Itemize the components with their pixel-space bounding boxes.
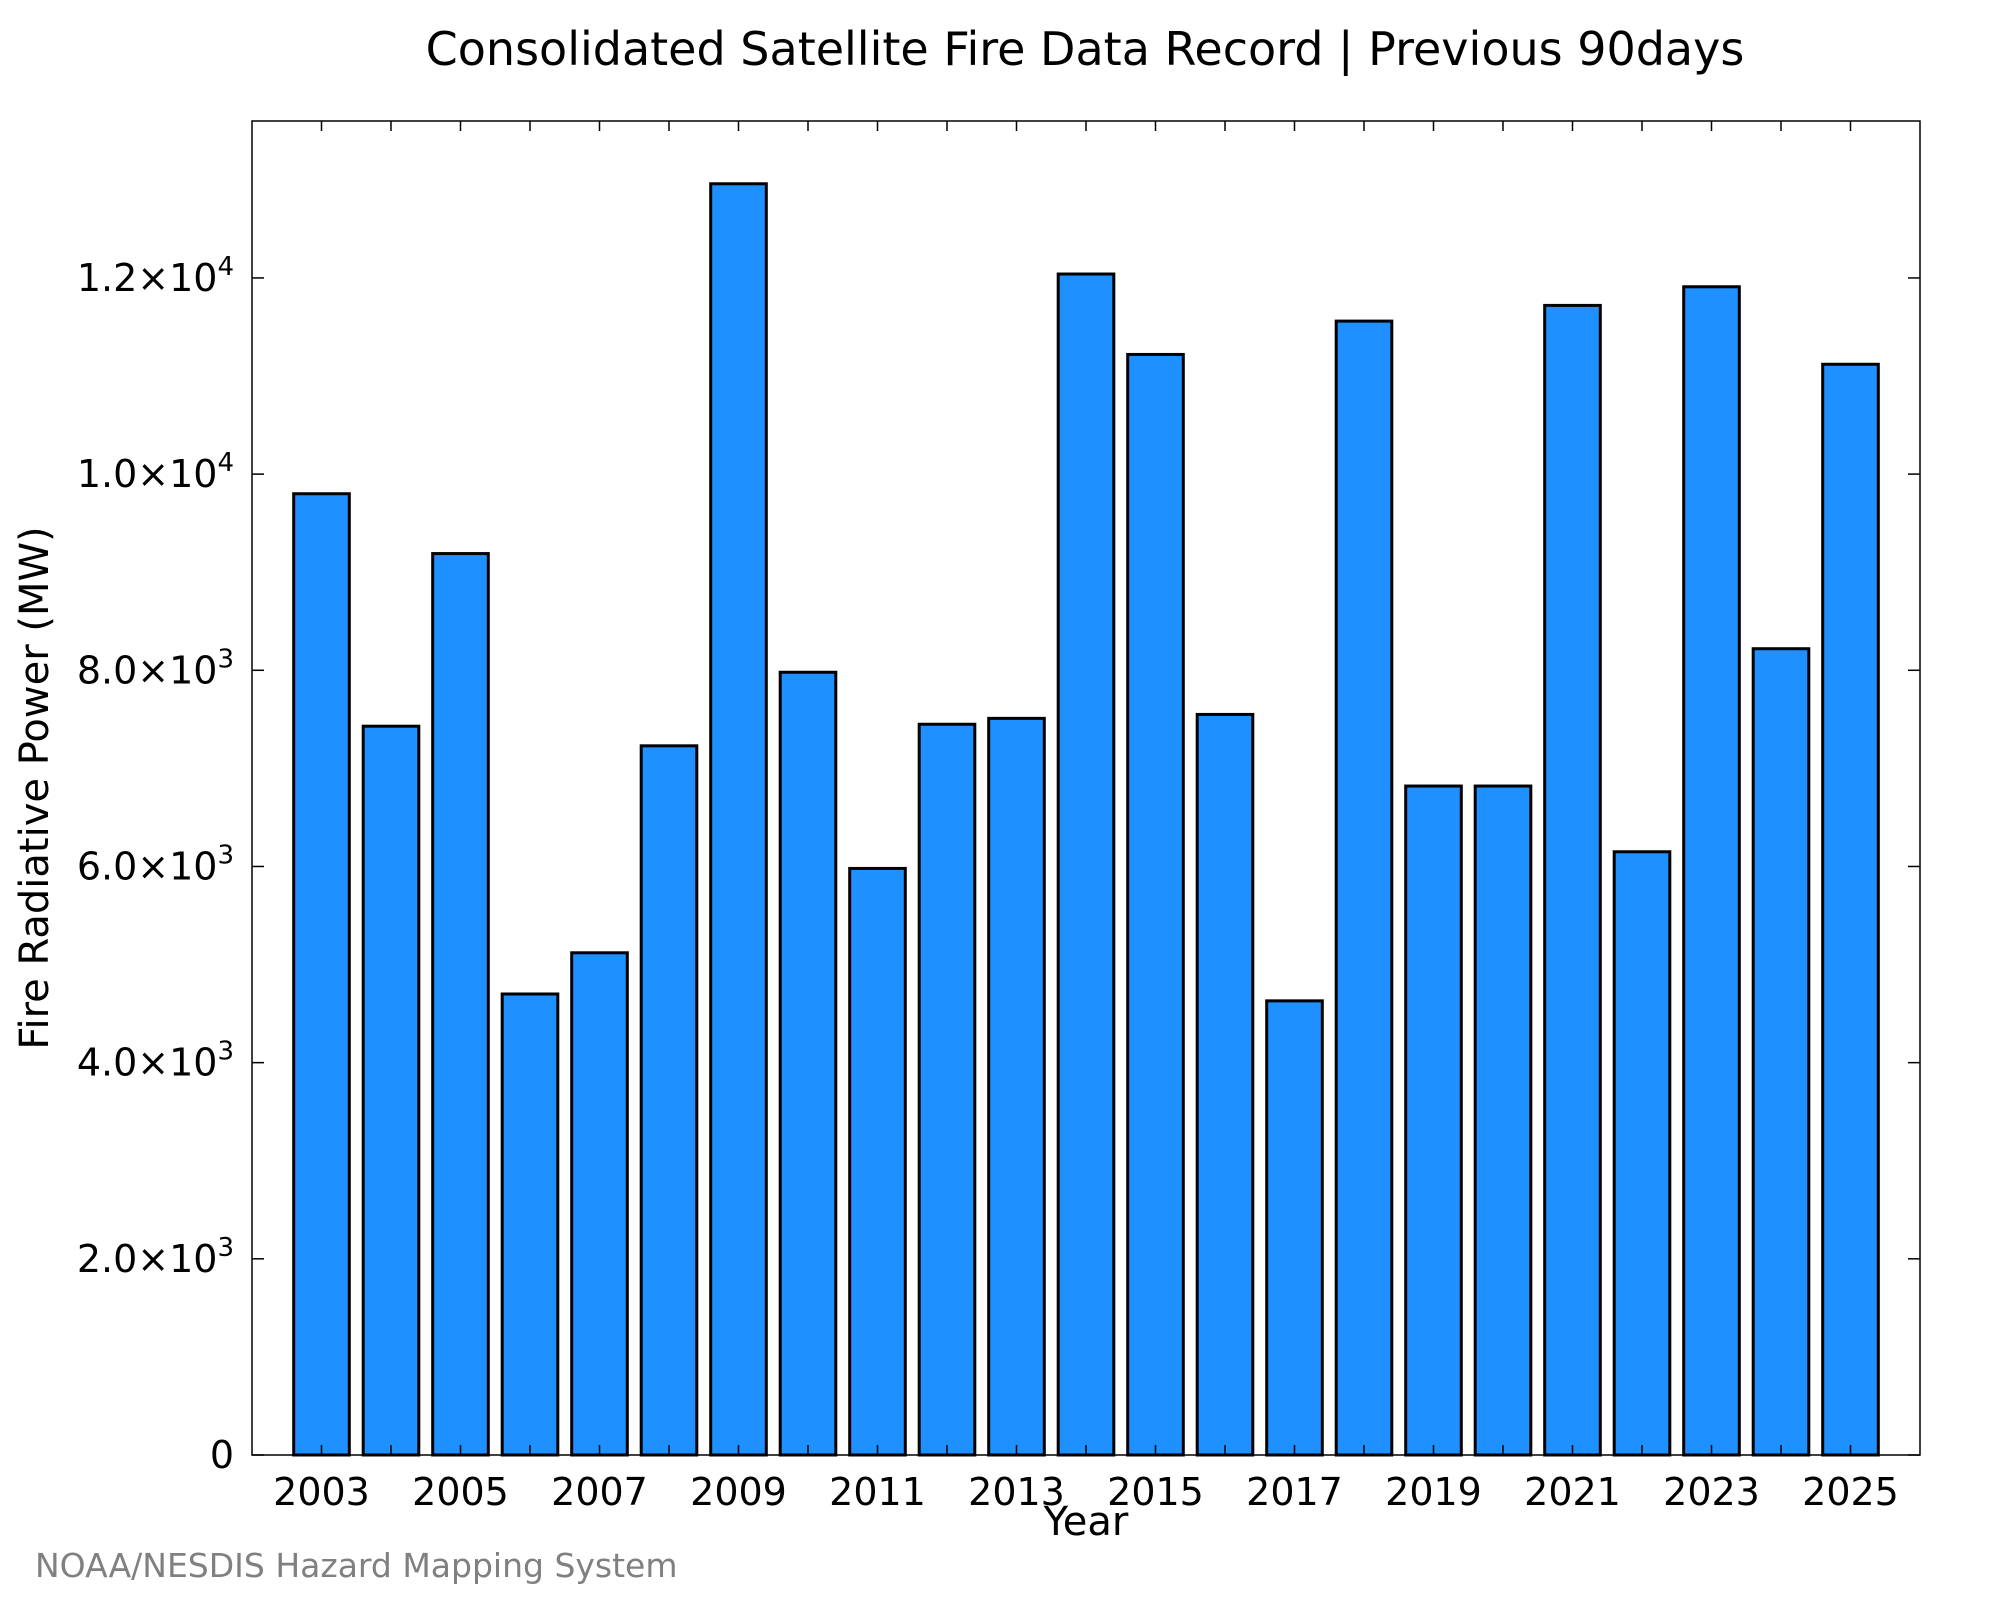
y-tick-label-4000: 4.0×103	[77, 1037, 234, 1085]
bar-2025	[1821, 362, 1880, 1457]
bars	[292, 182, 1880, 1457]
x-tick-label-2015: 2015	[1107, 1470, 1204, 1514]
bar-2005	[431, 552, 490, 1457]
x-tick-label-2019: 2019	[1385, 1470, 1482, 1514]
x-tick-label-2023: 2023	[1663, 1470, 1760, 1514]
x-axis-label: Year	[1043, 1499, 1129, 1545]
x-tick-label-2017: 2017	[1246, 1470, 1343, 1514]
bar-2008	[639, 744, 699, 1457]
bar-2019	[1404, 784, 1463, 1457]
bar-2003	[292, 492, 351, 1457]
bar-2014	[1056, 272, 1116, 1457]
credit-text: NOAA/NESDIS Hazard Mapping System	[35, 1546, 678, 1585]
bar-2006	[500, 992, 560, 1457]
y-tick-label-8000: 8.0×103	[77, 644, 234, 692]
bar-2022	[1612, 850, 1672, 1457]
x-tick-label-2021: 2021	[1524, 1470, 1621, 1514]
y-tick-label-2000: 2.0×103	[77, 1233, 234, 1281]
x-tick-label-2007: 2007	[551, 1470, 648, 1514]
x-tick-label-2005: 2005	[412, 1470, 509, 1514]
y-tick-label-6000: 6.0×103	[77, 840, 234, 888]
x-tick-label-2009: 2009	[690, 1470, 787, 1514]
bar-2013	[987, 716, 1046, 1457]
bar-2015	[1126, 352, 1185, 1457]
bar-2024	[1751, 647, 1811, 1457]
bar-2018	[1334, 319, 1394, 1457]
bar-2016	[1195, 712, 1255, 1457]
bar-2007	[570, 951, 629, 1457]
bar-2021	[1543, 303, 1602, 1457]
chart-title: Consolidated Satellite Fire Data Record …	[426, 22, 1745, 77]
x-tick-label-2003: 2003	[273, 1470, 370, 1514]
bar-2011	[848, 866, 907, 1457]
x-axis-ticks: 2003 2005 2007 2009 2011 2013 2015 2017 2019 2021…	[273, 121, 1899, 1514]
bar-2017	[1265, 999, 1324, 1457]
x-tick-label-2025: 2025	[1802, 1470, 1899, 1514]
y-tick-label-10000: 1.0×104	[77, 448, 234, 496]
bar-2012	[917, 722, 977, 1457]
plot-frame	[251, 120, 1921, 1456]
x-tick-label-2011: 2011	[829, 1470, 926, 1514]
bar-2004	[361, 724, 421, 1457]
y-tick-label-12000: 1.2×104	[77, 252, 234, 300]
y-axis-ticks: 0 2.0×103 4.0×103 6.0×103 8.0×103 1.0×104 1.2×…	[77, 252, 1920, 1477]
bar-2010	[778, 670, 838, 1457]
y-axis-label: Fire Radiative Power (MW)	[12, 526, 58, 1049]
bar-2009	[709, 182, 768, 1457]
bar-2023	[1682, 285, 1741, 1457]
bar-2020	[1473, 784, 1533, 1457]
x-tick-label-2013: 2013	[968, 1470, 1065, 1514]
y-tick-label-0: 0	[210, 1433, 234, 1477]
